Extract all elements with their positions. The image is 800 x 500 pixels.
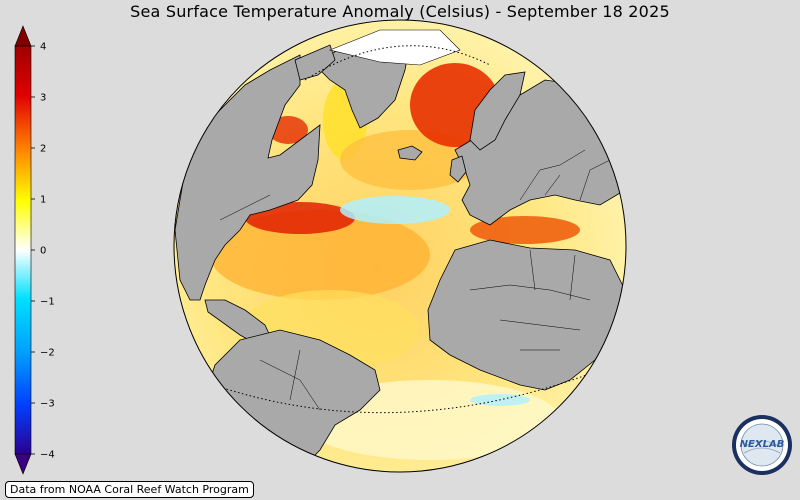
anomaly-cool-patch <box>340 196 450 224</box>
colorbar-tick-label: 0 <box>40 246 46 257</box>
europe-land <box>454 79 626 226</box>
colorbar-min-triangle <box>14 453 32 475</box>
colorbar-tick-label: −2 <box>40 348 55 359</box>
anomaly-warm-mediterranean <box>470 216 580 244</box>
map-title: Sea Surface Temperature Anomaly (Celsius… <box>130 2 670 21</box>
arctic-circle-line <box>304 45 491 81</box>
colorbar-tick-label: 2 <box>40 144 46 155</box>
arctic-ice-cap <box>329 29 461 66</box>
scandinavia-land <box>469 71 526 151</box>
border-lines-americas <box>219 194 321 411</box>
border-lines-europe <box>519 149 611 201</box>
british-isles-land <box>449 155 467 183</box>
colorbar-tick-label: 4 <box>40 42 46 53</box>
anomaly-warm-gulf-stream <box>245 202 355 234</box>
iceland-land <box>397 145 423 161</box>
globe-outline <box>173 19 627 473</box>
north-america-land <box>174 54 321 301</box>
africa-land <box>427 239 626 391</box>
colorbar-tick-label: 3 <box>40 93 46 104</box>
anomaly-warm-north-atlantic <box>210 210 430 300</box>
data-credit: Data from NOAA Coral Reef Watch Program <box>5 481 254 498</box>
svg-text:NEXLAB: NEXLAB <box>740 439 785 450</box>
colorbar-tick-label: −4 <box>40 450 55 461</box>
colorbar: 4 3 2 1 0 −1 −2 −3 −4 <box>14 25 55 475</box>
colorbar-tick-label: −1 <box>40 297 55 308</box>
border-lines-africa <box>469 249 591 351</box>
colorbar-tick-label: 1 <box>40 195 46 206</box>
nexlab-logo: NEXLAB <box>732 415 792 475</box>
colorbar-tick-label: −3 <box>40 399 55 410</box>
